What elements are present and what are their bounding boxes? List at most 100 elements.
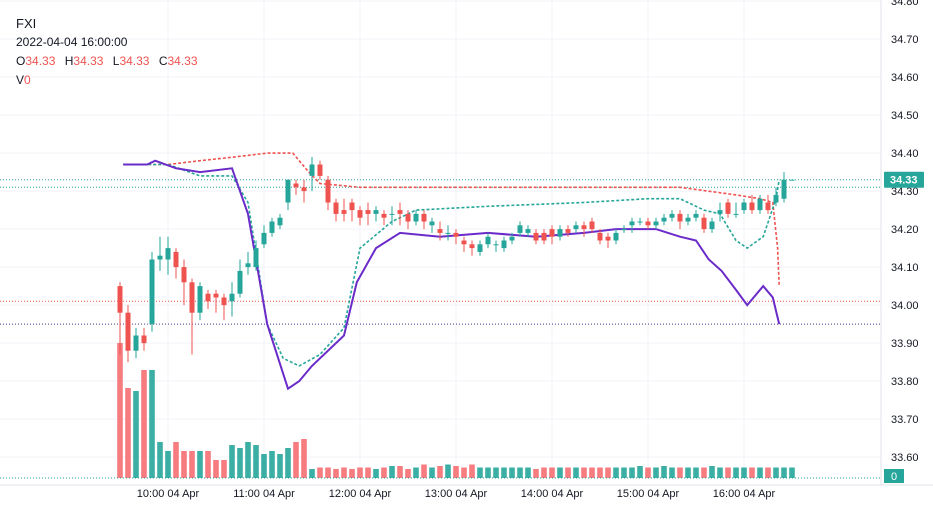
candle-body bbox=[405, 213, 411, 222]
last-price-badge bbox=[884, 171, 924, 188]
volume-bar bbox=[349, 469, 355, 478]
volume-bar bbox=[317, 467, 323, 478]
volume-bar bbox=[357, 467, 363, 478]
volume-bar bbox=[549, 467, 555, 478]
volume-bar bbox=[637, 466, 643, 478]
volume-bar bbox=[477, 467, 483, 478]
volume-bar bbox=[261, 454, 267, 478]
candle-body bbox=[221, 297, 227, 306]
legend-datetime: 2022-04-04 16:00:00 bbox=[16, 35, 128, 49]
candle-body bbox=[309, 164, 315, 176]
volume-bar bbox=[613, 467, 619, 478]
candle-body bbox=[477, 244, 483, 252]
candle-body bbox=[517, 225, 523, 233]
candle-body bbox=[485, 236, 491, 245]
volume-bar bbox=[629, 467, 635, 478]
legend-ohlc: O34.33 H34.33 L34.33 C34.33 bbox=[16, 52, 204, 71]
candle-body bbox=[773, 194, 779, 203]
volume-bar bbox=[365, 467, 371, 478]
candle-body bbox=[117, 286, 123, 313]
volume-bar bbox=[717, 467, 723, 478]
candle-body bbox=[549, 229, 555, 237]
volume-bar bbox=[693, 467, 699, 478]
volume-bar bbox=[237, 448, 243, 478]
y-tick-label: 34.30 bbox=[891, 186, 919, 198]
volume-bar bbox=[789, 467, 795, 478]
candle-body bbox=[509, 236, 515, 241]
volume-bar bbox=[461, 467, 467, 478]
candle-body bbox=[397, 210, 403, 214]
x-tick-label: 16:00 04 Apr bbox=[713, 488, 776, 500]
volume-bar bbox=[741, 467, 747, 478]
candle-body bbox=[421, 213, 427, 222]
candle-body bbox=[701, 217, 707, 230]
volume-bar bbox=[773, 467, 779, 478]
candle-body bbox=[501, 240, 507, 249]
volume-bar bbox=[653, 467, 659, 478]
legend-volume-label: V bbox=[16, 73, 25, 87]
vwap-line bbox=[123, 159, 781, 391]
candle-body bbox=[725, 202, 731, 214]
volume-bar bbox=[421, 464, 427, 478]
chart-legend: FXI 2022-04-04 16:00:00 O34.33 H34.33 L3… bbox=[16, 14, 204, 90]
candle-body bbox=[317, 164, 323, 176]
candle-body bbox=[653, 221, 659, 226]
candle-body bbox=[709, 221, 715, 230]
legend-open-value: 34.33 bbox=[25, 54, 56, 68]
legend-low-value: 34.33 bbox=[119, 54, 150, 68]
volume-bar bbox=[293, 442, 299, 478]
candle-body bbox=[445, 232, 451, 234]
candle-body bbox=[597, 232, 603, 241]
volume-bar bbox=[381, 467, 387, 478]
volume-bar bbox=[269, 451, 275, 478]
candle-body bbox=[293, 183, 299, 188]
candle-body bbox=[341, 210, 347, 214]
volume-bar bbox=[373, 469, 379, 478]
candle-body bbox=[285, 179, 291, 203]
volume-bar bbox=[725, 467, 731, 478]
volume-bar bbox=[573, 467, 579, 478]
candle-body bbox=[389, 213, 395, 215]
volume-bar bbox=[333, 469, 339, 478]
legend-symbol: FXI bbox=[16, 16, 37, 31]
volume-bar bbox=[453, 466, 459, 478]
candle-body bbox=[205, 293, 211, 302]
candle-body bbox=[589, 221, 595, 230]
candle-body bbox=[245, 263, 251, 268]
volume-bar bbox=[277, 454, 283, 478]
volume-bar bbox=[389, 466, 395, 478]
volume-bar bbox=[749, 467, 755, 478]
last-price-badge-label: 34.33 bbox=[890, 175, 918, 187]
volume-bar bbox=[181, 451, 187, 478]
volume-bar bbox=[517, 467, 523, 478]
volume-bar bbox=[341, 467, 347, 478]
volume-bar bbox=[765, 467, 771, 478]
volume-bar bbox=[165, 451, 171, 478]
volume-bar bbox=[685, 467, 691, 478]
volume-bar bbox=[669, 467, 675, 478]
volume-bar bbox=[709, 466, 715, 478]
y-tick-label: 33.70 bbox=[891, 414, 919, 426]
volume-bar bbox=[133, 391, 139, 478]
volume-bar bbox=[325, 467, 331, 478]
candle-body bbox=[789, 179, 795, 181]
candle-body bbox=[741, 202, 747, 211]
volume-bar bbox=[189, 451, 195, 478]
candle-body bbox=[533, 232, 539, 241]
candle-body bbox=[373, 210, 379, 214]
y-tick-label: 34.70 bbox=[891, 34, 919, 46]
volume-bar bbox=[301, 439, 307, 478]
volume-bar bbox=[221, 460, 227, 478]
legend-volume: V0 bbox=[16, 71, 204, 90]
candle-body bbox=[765, 202, 771, 211]
candle-body bbox=[277, 217, 283, 226]
candle-body bbox=[717, 210, 723, 214]
legend-high-value: 34.33 bbox=[73, 54, 104, 68]
volume-bar bbox=[309, 469, 315, 478]
candle-body bbox=[621, 229, 627, 231]
legend-low-label: L bbox=[112, 54, 120, 68]
candle-body bbox=[605, 236, 611, 241]
volume-bar bbox=[157, 442, 163, 478]
y-tick-label: 33.90 bbox=[891, 338, 919, 350]
